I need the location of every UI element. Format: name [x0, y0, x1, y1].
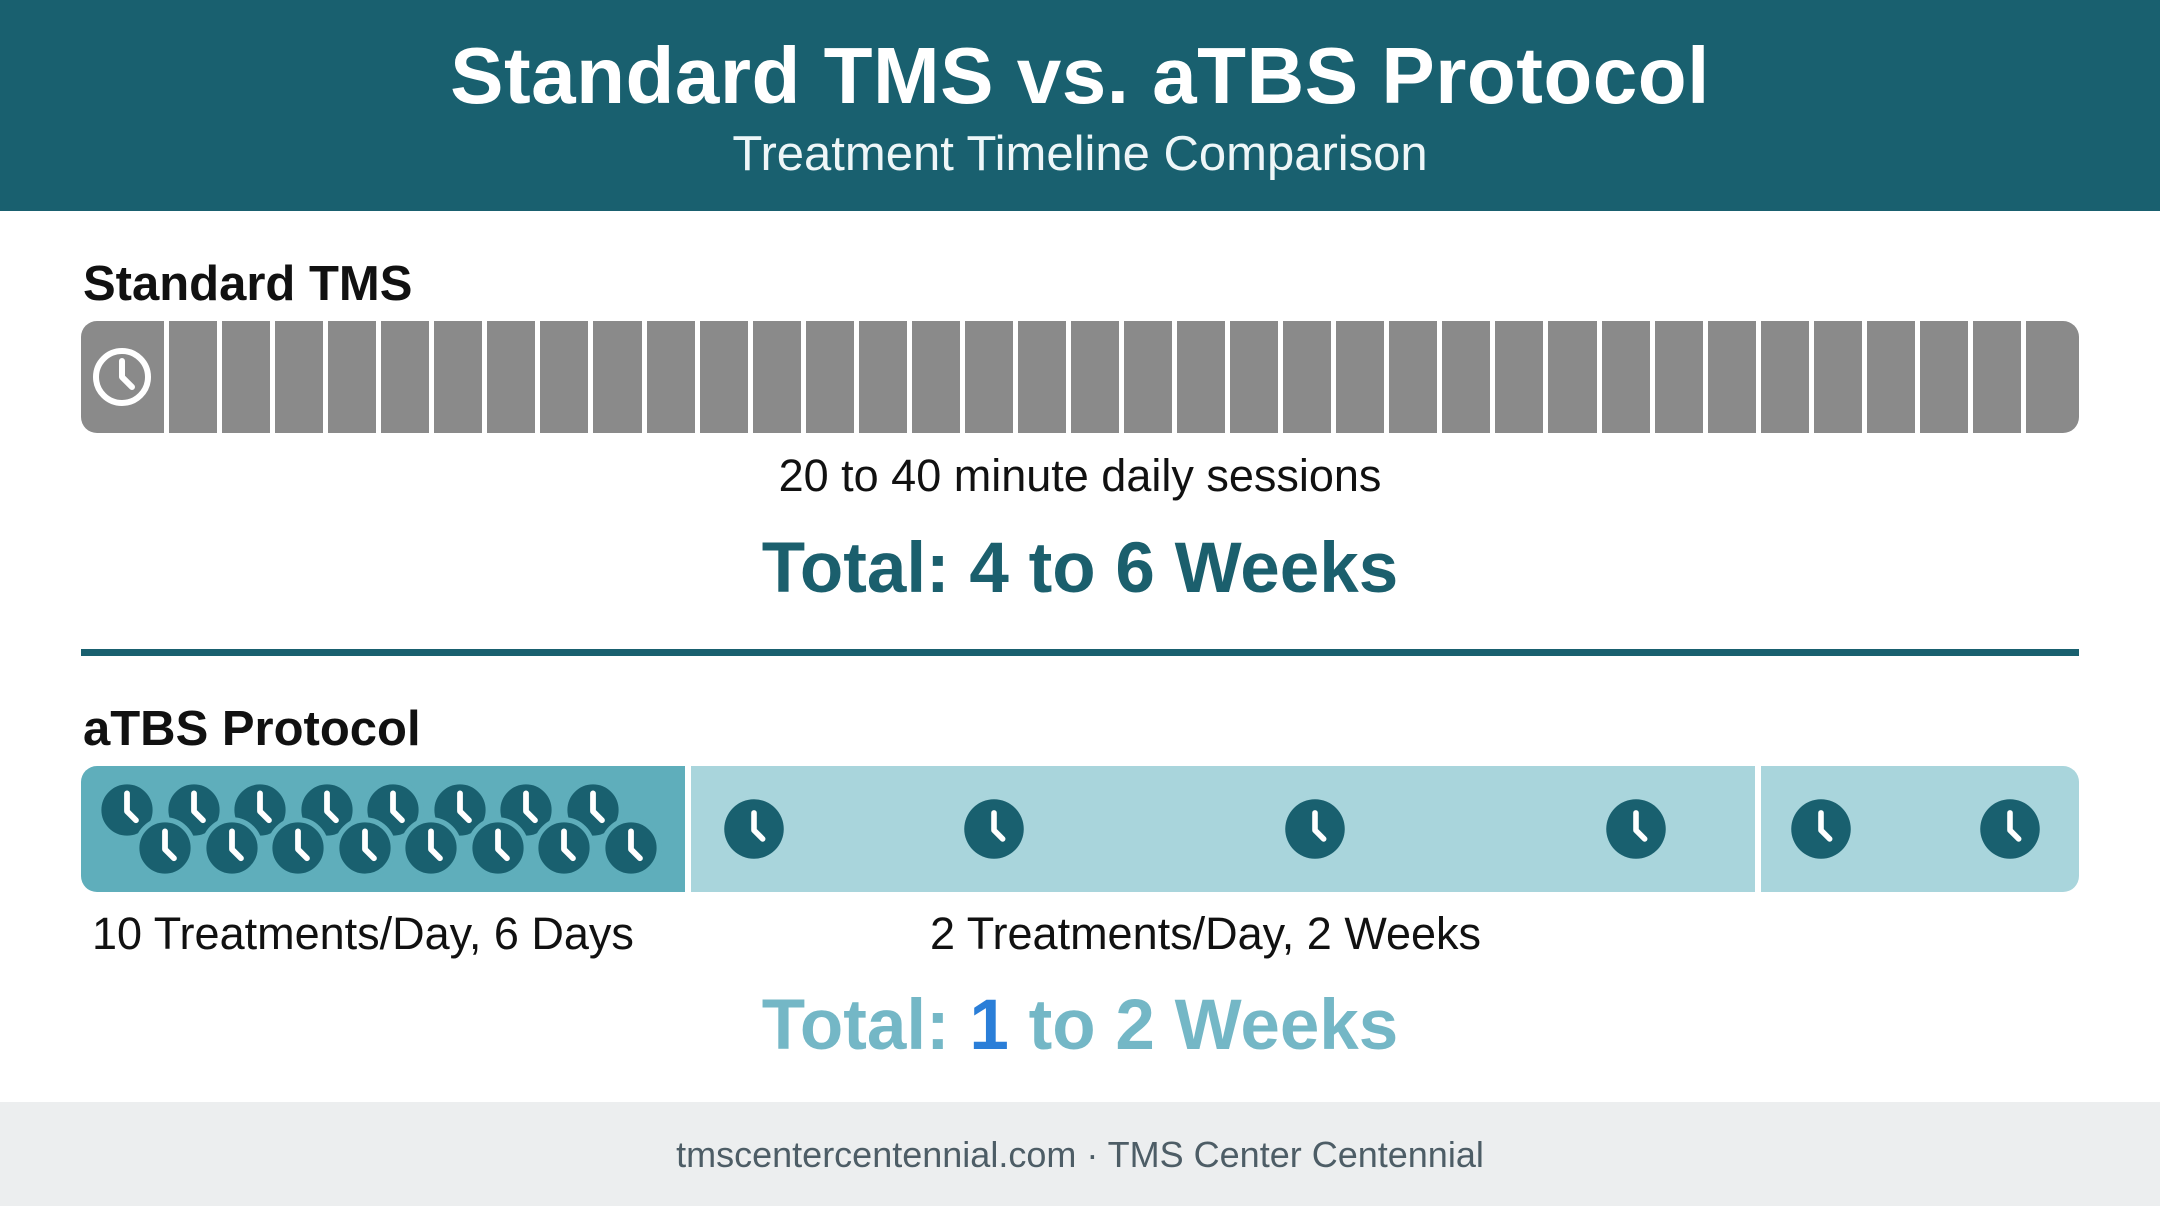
- atbs-total-text: Total: 1 to 2 Weeks: [0, 985, 2160, 1066]
- segment-divider: [535, 321, 541, 433]
- atbs-phase2-caption: 2 Treatments/Day, 2 Weeks: [930, 908, 1482, 959]
- segment-divider: [1012, 321, 1018, 433]
- clock-icon: [267, 817, 329, 879]
- segment-divider: [270, 321, 276, 433]
- segment-divider: [482, 321, 488, 433]
- segment-divider: [1755, 321, 1761, 433]
- segment-divider: [1649, 321, 1655, 433]
- segment-divider: [1119, 321, 1125, 433]
- segment-divider: [2021, 321, 2026, 433]
- page-subtitle: Treatment Timeline Comparison: [732, 127, 1428, 181]
- segment-divider: [1861, 321, 1867, 433]
- page-title: Standard TMS vs. aTBS Protocol: [450, 31, 1710, 120]
- atbs-intensive-phase-bar: [81, 766, 685, 892]
- segment-divider: [694, 321, 700, 433]
- segment-divider: [323, 321, 329, 433]
- segment-divider: [1490, 321, 1496, 433]
- clock-icon: [134, 817, 196, 879]
- segment-divider: [1065, 321, 1071, 433]
- segment-divider: [747, 321, 753, 433]
- segment-divider: [1967, 321, 1973, 433]
- clock-icon: [1285, 799, 1345, 859]
- clock-icon: [964, 799, 1024, 859]
- footer-text: tmscentercentennial.com · TMS Center Cen…: [676, 1134, 1484, 1175]
- segment-divider: [1543, 321, 1549, 433]
- segment-divider: [1331, 321, 1337, 433]
- segment-divider: [853, 321, 859, 433]
- segment-divider: [164, 321, 169, 433]
- standard-tms-timeline-bar: [81, 321, 2079, 433]
- clock-icon: [599, 817, 662, 879]
- atbs-maintenance-phase-bar: [691, 766, 1755, 892]
- standard-tms-label: Standard TMS: [83, 257, 413, 311]
- clock-icon: [96, 779, 158, 841]
- segment-divider: [959, 321, 965, 433]
- segment-divider: [429, 321, 435, 433]
- segment-divider: [1914, 321, 1920, 433]
- clock-icon: [1791, 799, 1851, 859]
- segment-divider: [588, 321, 594, 433]
- clock-icon: [333, 817, 396, 879]
- atbs-phase1-caption: 10 Treatments/Day, 6 Days: [92, 908, 634, 959]
- segment-divider: [1437, 321, 1443, 433]
- clock-icon: [93, 348, 151, 406]
- segment-divider: [1808, 321, 1814, 433]
- standard-total-text: Total: 4 to 6 Weeks: [761, 529, 1399, 608]
- clock-icon: [466, 817, 529, 879]
- clock-icon: [1606, 799, 1666, 859]
- segment-divider: [376, 321, 382, 433]
- standard-sessions-text: 20 to 40 minute daily sessions: [778, 450, 1382, 501]
- footer: tmscentercentennial.com · TMS Center Cen…: [0, 1102, 2160, 1206]
- atbs-total-suffix: to 2 Weeks: [1008, 986, 1399, 1065]
- segment-divider: [1384, 321, 1390, 433]
- segment-divider: [1225, 321, 1231, 433]
- segment-divider: [1172, 321, 1178, 433]
- clock-icon: [533, 817, 595, 879]
- atbs-total-highlight: 1: [969, 986, 1009, 1065]
- clock-icon: [200, 817, 263, 879]
- segment-divider: [641, 321, 647, 433]
- clock-icon: [724, 799, 784, 859]
- segment-divider: [906, 321, 912, 433]
- atbs-protocol-label: aTBS Protocol: [83, 702, 421, 756]
- clock-icon: [1980, 799, 2040, 859]
- clock-icon: [400, 817, 462, 879]
- segment-divider: [1702, 321, 1708, 433]
- segment-divider: [1596, 321, 1602, 433]
- atbs-final-phase-bar: [1761, 766, 2079, 892]
- header-banner: Standard TMS vs. aTBS Protocol Treatment…: [0, 0, 2160, 211]
- atbs-total-prefix: Total:: [761, 986, 970, 1065]
- segment-divider: [217, 321, 223, 433]
- segment-divider: [800, 321, 806, 433]
- section-divider: [81, 649, 2079, 656]
- segment-divider: [1278, 321, 1284, 433]
